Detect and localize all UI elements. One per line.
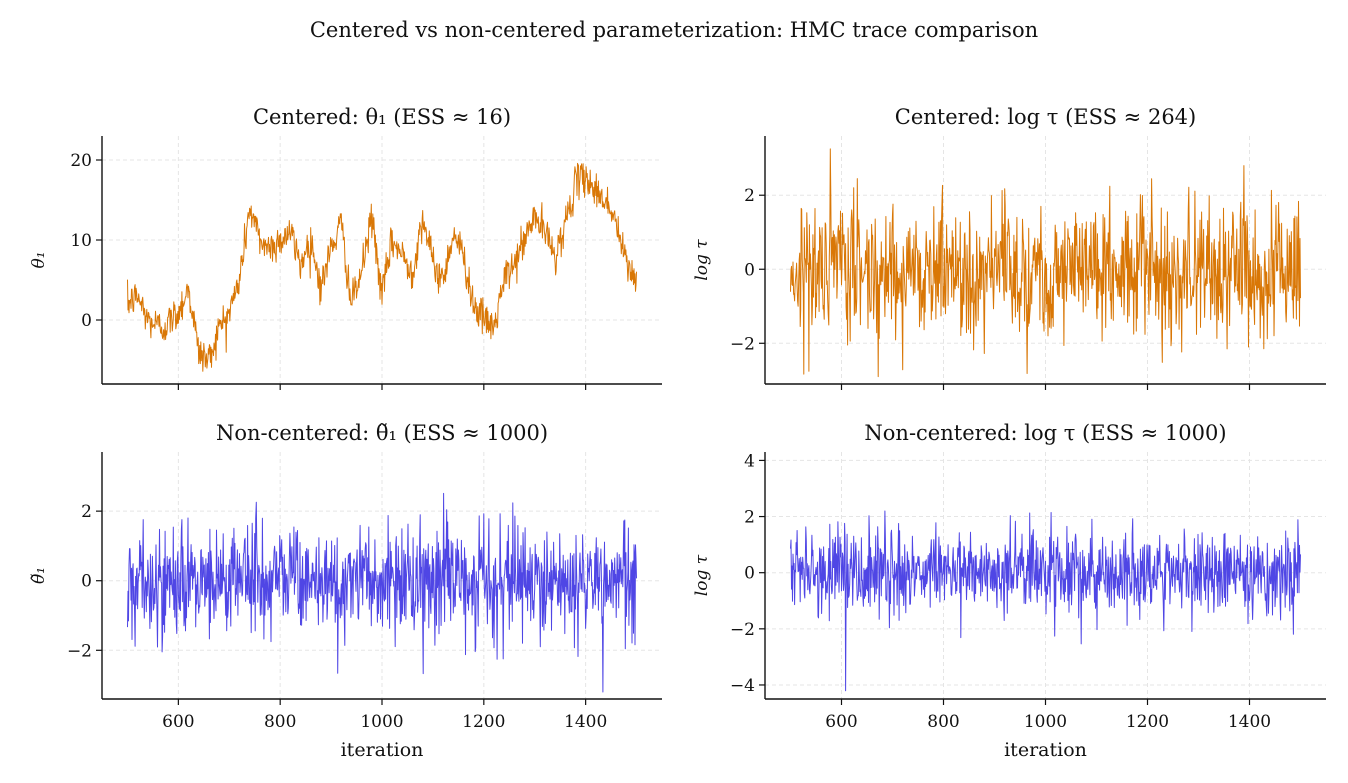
figure-title: Centered vs non-centered parameterizatio… [309, 18, 1039, 42]
x-tick-label: 1000 [360, 712, 403, 732]
y-axis-label: log τ [692, 554, 712, 596]
y-axis-label: θ₁ [29, 251, 49, 268]
panel-title: Non-centered: log τ (ESS ≈ 1000) [864, 421, 1226, 445]
y-tick-label: −4 [730, 676, 755, 696]
y-tick-label: 0 [81, 572, 92, 592]
y-axis-label: θ̃₁ [29, 567, 49, 584]
panel-bottom-right: −4 −2 0 2 4 600 800 1000 1200 1400 Non-centered: l… [692, 421, 1326, 761]
y-tick-label: 2 [744, 186, 755, 206]
trace-line [790, 510, 1301, 692]
y-tick-label: −2 [730, 620, 755, 640]
y-axis-label: log τ [692, 239, 712, 281]
y-tick-label: 0 [744, 260, 755, 280]
x-tick-label: 1400 [564, 712, 607, 732]
x-tick-label: 1400 [1228, 712, 1271, 732]
panel-title: Centered: θ₁ (ESS ≈ 16) [253, 105, 511, 129]
trace-line [790, 148, 1301, 378]
y-tick-label: 10 [70, 231, 92, 251]
y-tick-label: 0 [744, 564, 755, 584]
y-tick-label: −2 [67, 641, 92, 661]
trace-line [127, 162, 637, 372]
panel-top-right: −2 0 2 Centered: log τ (ESS ≈ 264) log τ [692, 105, 1326, 390]
y-tick-label: 2 [81, 502, 92, 522]
y-tick-label: 20 [70, 151, 92, 171]
x-tick-label: 1000 [1024, 712, 1067, 732]
panel-title: Non-centered: θ̃₁ (ESS ≈ 1000) [216, 421, 548, 445]
x-tick-label: 1200 [1126, 712, 1169, 732]
x-tick-label: 800 [264, 712, 296, 732]
y-tick-label: −2 [730, 334, 755, 354]
panel-top-left: 0 10 20 Centered: θ₁ (ESS ≈ 16) θ₁ [29, 105, 662, 390]
x-tick-label: 600 [162, 712, 194, 732]
panel-title: Centered: log τ (ESS ≈ 264) [895, 105, 1196, 129]
x-axis-label: iteration [1004, 739, 1087, 761]
panel-bottom-left: −2 0 2 600 800 1000 1200 1400 Non-centered: θ̃₁ … [29, 421, 662, 761]
x-tick-label: 600 [825, 712, 857, 732]
y-tick-label: 0 [81, 311, 92, 331]
y-tick-label: 4 [744, 451, 755, 471]
trace-line [127, 492, 637, 693]
x-tick-label: 1200 [462, 712, 505, 732]
x-tick-label: 800 [927, 712, 959, 732]
x-axis-label: iteration [341, 739, 424, 761]
y-tick-label: 2 [744, 508, 755, 528]
